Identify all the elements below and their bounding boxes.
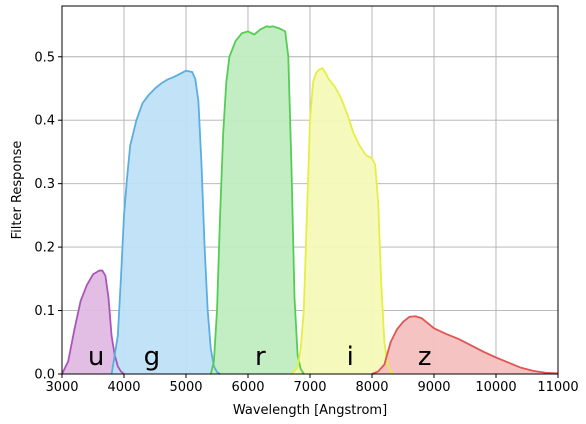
x-tick-label: 5000 xyxy=(169,380,202,395)
y-tick-label: 0.4 xyxy=(34,114,55,129)
x-tick-label: 10000 xyxy=(475,380,516,395)
band-label-i: i xyxy=(347,342,354,372)
x-axis-label: Wavelength [Angstrom] xyxy=(233,403,387,418)
y-tick-label: 0.5 xyxy=(34,50,55,65)
x-tick-label: 4000 xyxy=(107,380,140,395)
band-label-u: u xyxy=(88,342,104,372)
y-tick-label: 0.3 xyxy=(34,177,55,192)
y-tick-label: 0.1 xyxy=(34,304,55,319)
band-label-g: g xyxy=(144,342,161,372)
band-label-z: z xyxy=(418,342,432,372)
x-tick-label: 6000 xyxy=(231,380,264,395)
x-tick-label: 8000 xyxy=(355,380,388,395)
y-axis-label: Filter Response xyxy=(10,141,25,240)
x-tick-label: 11000 xyxy=(537,380,578,395)
x-tick-label: 9000 xyxy=(417,380,450,395)
band-label-r: r xyxy=(255,342,266,372)
x-tick-label: 7000 xyxy=(293,380,326,395)
y-tick-label: 0.2 xyxy=(34,241,55,256)
y-tick-label: 0.0 xyxy=(34,368,55,383)
